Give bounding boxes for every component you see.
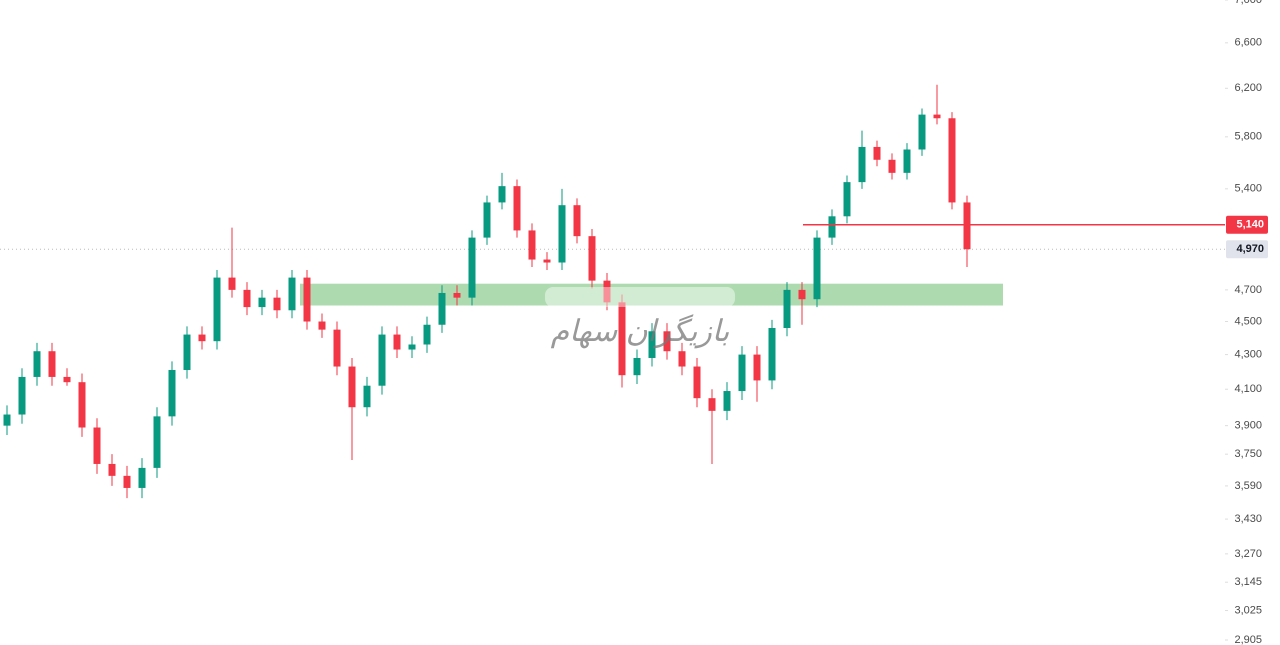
candle-body [783, 289, 791, 329]
candle-body [228, 277, 236, 290]
candle-body [318, 321, 326, 330]
candle-body [558, 205, 566, 263]
candle-body [543, 259, 551, 263]
candle-body [453, 292, 461, 298]
candle-body [768, 328, 776, 381]
candle-body [423, 324, 431, 345]
candle-body [78, 382, 86, 428]
candle-body [903, 149, 911, 173]
candle-body [468, 237, 476, 298]
candle-body [813, 237, 821, 300]
candle-body [528, 230, 536, 260]
y-tick-label: 4,100 [1234, 383, 1262, 395]
candle-body [168, 369, 176, 417]
candle-body [288, 277, 296, 311]
candle-body [753, 354, 761, 381]
candle-body [933, 114, 941, 119]
y-tick-label: 7,000 [1234, 0, 1262, 6]
candle-body [348, 366, 356, 408]
candle-body [498, 186, 506, 203]
candle-body [63, 376, 71, 383]
candle-body [123, 475, 131, 488]
candle-body [708, 398, 716, 411]
candle-body [213, 277, 221, 342]
support-zone [300, 283, 1003, 306]
candle-body [648, 331, 656, 358]
candle-body [918, 114, 926, 150]
y-tick-label: 4,300 [1234, 348, 1262, 360]
candle-body [258, 297, 266, 308]
candle-body [48, 351, 56, 377]
candle-body [723, 391, 731, 411]
candle-body [948, 118, 956, 203]
candle-body [843, 182, 851, 217]
candle-body [573, 205, 581, 237]
candle-body [483, 202, 491, 238]
candle-body [513, 186, 521, 231]
y-tick-label: 4,700 [1234, 284, 1262, 296]
candle-body [603, 280, 611, 303]
candle-body [588, 236, 596, 281]
candle-body [738, 354, 746, 392]
y-tick-label: 2,905 [1234, 634, 1262, 645]
y-tick-label: 4,500 [1234, 315, 1262, 327]
last-price-label: 4,970 [1236, 243, 1264, 255]
y-tick-label: 3,025 [1234, 604, 1262, 616]
y-tick-label: 3,270 [1234, 548, 1262, 560]
candle-body [138, 467, 146, 488]
candle-body [408, 344, 416, 350]
candle-body [828, 216, 836, 238]
candle-body [963, 202, 971, 250]
candle-body [678, 351, 686, 367]
candle-body [273, 297, 281, 311]
y-tick-label: 3,430 [1234, 513, 1262, 525]
candle-body [243, 289, 251, 308]
y-tick-label: 6,200 [1234, 82, 1262, 94]
candle-body [108, 463, 116, 476]
candle-body [3, 414, 11, 426]
resistance-label: 5,140 [1236, 219, 1264, 231]
candle-body [333, 329, 341, 367]
candle-body [303, 277, 311, 322]
candle-body [663, 331, 671, 352]
y-tick-label: 3,145 [1234, 576, 1262, 588]
y-tick-label: 3,590 [1234, 480, 1262, 492]
candle-body [363, 385, 371, 408]
watermark: بازیگران سهام [551, 314, 730, 349]
candle-body [438, 292, 446, 325]
y-tick-label: 3,750 [1234, 448, 1262, 460]
candle-body [693, 366, 701, 399]
candle-body [33, 351, 41, 377]
y-tick-label: 3,900 [1234, 420, 1262, 432]
candle-body [198, 334, 206, 342]
candle-body [393, 334, 401, 350]
candle-body [153, 416, 161, 468]
candle-body [633, 357, 641, 376]
candle-body [873, 146, 881, 160]
y-tick-label: 5,400 [1234, 183, 1262, 195]
candle-body [93, 427, 101, 464]
candle-body [378, 334, 386, 386]
candle-body [18, 376, 26, 415]
resistance-label-box [1226, 215, 1268, 234]
candle-body [858, 146, 866, 183]
y-tick-label: 5,800 [1234, 131, 1262, 143]
last-price-box [1226, 240, 1268, 259]
candle-body [618, 302, 626, 376]
candle-body [183, 334, 191, 370]
watermark-box [545, 287, 735, 307]
candle-body [888, 159, 896, 173]
candle-body [798, 289, 806, 300]
y-tick-label: 6,600 [1234, 37, 1262, 49]
